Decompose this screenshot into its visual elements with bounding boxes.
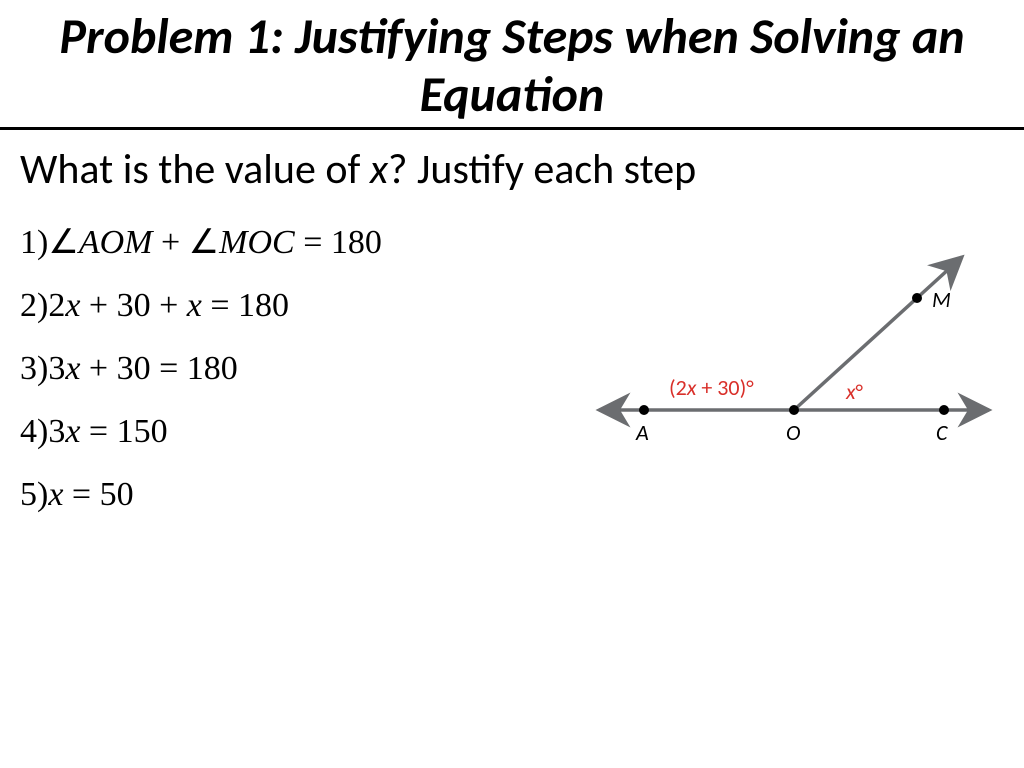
title-box: Problem 1: Justifying Steps when Solving… bbox=[0, 0, 1024, 130]
op: + bbox=[152, 224, 188, 261]
angle-name: AOM bbox=[79, 224, 153, 261]
angle-symbol: ∠ bbox=[48, 223, 78, 261]
eq: = 180 bbox=[295, 224, 382, 261]
steps-list: 1)∠AOM + ∠MOC = 180 2)2x + 30 + x = 180 … bbox=[20, 205, 584, 526]
point-m bbox=[912, 293, 922, 303]
content-row: 1)∠AOM + ∠MOC = 180 2)2x + 30 + x = 180 … bbox=[0, 205, 1024, 526]
op: + 30 + bbox=[80, 287, 186, 324]
angle-name: MOC bbox=[219, 224, 295, 261]
eq: = 50 bbox=[63, 476, 133, 513]
label-m: M bbox=[932, 286, 951, 313]
coef: 3 bbox=[48, 350, 65, 387]
step-3: 3)3x + 30 = 180 bbox=[20, 338, 584, 401]
point-a bbox=[639, 405, 649, 415]
step-2: 2)2x + 30 + x = 180 bbox=[20, 275, 584, 338]
step-num: 3) bbox=[20, 350, 48, 387]
question-suffix: ? Justify each step bbox=[388, 144, 696, 195]
step-1: 1)∠AOM + ∠MOC = 180 bbox=[20, 211, 584, 275]
label-o: O bbox=[786, 419, 800, 446]
var: x bbox=[48, 476, 63, 513]
var: x bbox=[65, 287, 80, 324]
eq: = 180 bbox=[202, 287, 289, 324]
eq: + 30 = 180 bbox=[80, 350, 237, 387]
point-c bbox=[939, 405, 949, 415]
step-4: 4)3x = 150 bbox=[20, 401, 584, 464]
step-num: 4) bbox=[20, 413, 48, 450]
coef: 2 bbox=[48, 287, 65, 324]
ray-om bbox=[794, 257, 962, 410]
angle-diagram: A O C M (2x + 30)° x° bbox=[584, 205, 1004, 526]
question-prefix: What is the value of bbox=[20, 144, 370, 195]
diagram-svg: A O C M (2x + 30)° x° bbox=[584, 235, 1004, 465]
coef: 3 bbox=[48, 413, 65, 450]
var: x bbox=[65, 413, 80, 450]
page-title: Problem 1: Justifying Steps when Solving… bbox=[20, 8, 1004, 123]
angle-symbol: ∠ bbox=[189, 223, 219, 261]
var: x bbox=[187, 287, 202, 324]
label-a: A bbox=[635, 419, 649, 446]
step-num: 5) bbox=[20, 476, 48, 513]
angle-aom-label: (2x + 30)° bbox=[669, 374, 754, 401]
question-text: What is the value of x? Justify each ste… bbox=[0, 130, 1024, 205]
step-5: 5)x = 50 bbox=[20, 464, 584, 527]
question-variable: x bbox=[370, 144, 388, 195]
label-c: C bbox=[936, 419, 948, 446]
step-num: 1) bbox=[20, 224, 48, 261]
var: x bbox=[65, 350, 80, 387]
step-num: 2) bbox=[20, 287, 48, 324]
angle-moc-label: x° bbox=[845, 378, 864, 405]
eq: = 150 bbox=[80, 413, 167, 450]
point-o bbox=[789, 405, 799, 415]
